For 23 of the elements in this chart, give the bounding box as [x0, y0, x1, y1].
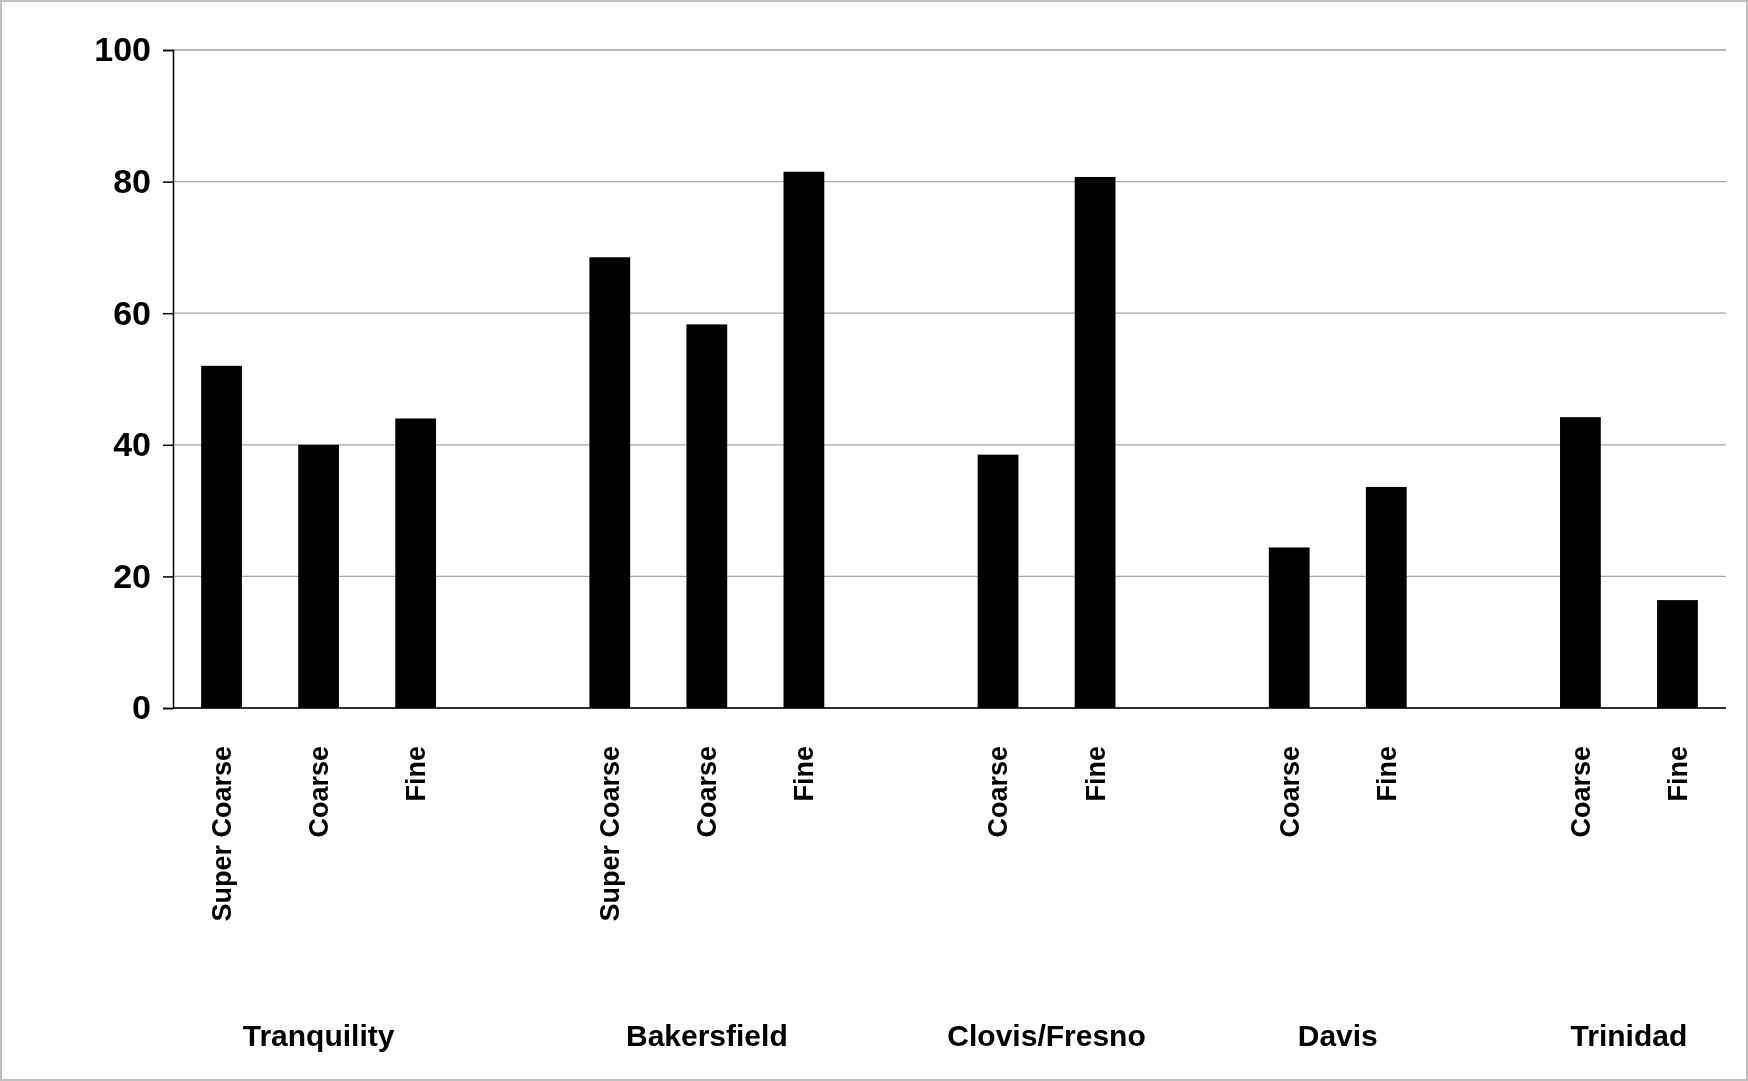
y-tick-label: 60	[113, 293, 151, 332]
x-tick-label: Coarse	[1274, 746, 1305, 838]
text: Davis	[1297, 1019, 1378, 1052]
x-tick-label: Coarse	[692, 746, 723, 838]
x-tick-label: Coarse	[1565, 746, 1596, 838]
x-tick-label: Fine	[1662, 746, 1693, 802]
x-tick-label: Coarse	[304, 746, 335, 838]
text: Trinidad	[1570, 1019, 1688, 1052]
y-tick-label: 0	[132, 688, 151, 727]
x-tick-label: Fine	[1371, 746, 1402, 802]
x-tick-label: Fine	[401, 746, 432, 802]
x-tick-label: Super Coarse	[206, 746, 237, 922]
x-tick-label: Fine	[789, 746, 820, 802]
y-tick-label: 80	[113, 161, 151, 200]
text: Bakersfield	[625, 1019, 788, 1052]
text: Tranquility	[242, 1019, 395, 1052]
y-tick-label: 40	[113, 425, 151, 464]
text: Clovis/Fresno	[947, 1019, 1146, 1052]
x-tick-label: Coarse	[983, 746, 1014, 838]
y-tick-label: 20	[113, 556, 151, 595]
x-tick-label: Super Coarse	[595, 746, 626, 922]
x-tick-label: Fine	[1080, 746, 1111, 802]
y-tick-label: 100	[94, 30, 151, 69]
